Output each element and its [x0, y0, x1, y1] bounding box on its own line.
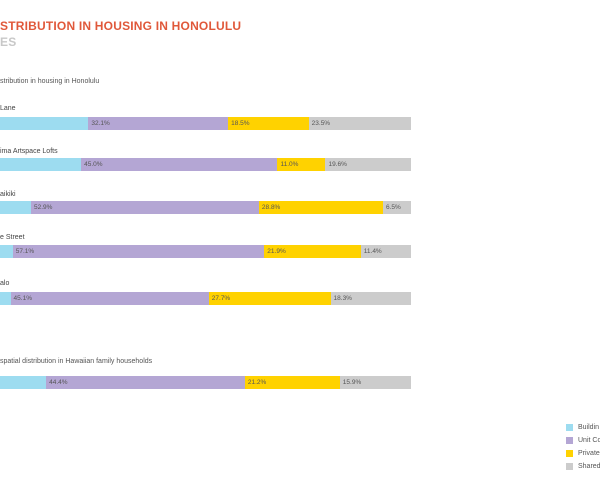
bar-segment: [0, 376, 47, 389]
data-label: 23.5%: [311, 120, 331, 127]
data-label: 11.0%: [280, 161, 299, 168]
row-label: alo: [0, 280, 10, 287]
data-label: 18.5%: [231, 120, 250, 127]
data-label: 28.8%: [261, 204, 281, 211]
data-label: 32.1%: [91, 120, 110, 127]
legend-item: Buildin: [566, 421, 600, 434]
bar-segment: 45.0%: [81, 158, 278, 171]
row-label: ima Artspace Lofts: [0, 148, 58, 155]
bar-segment: 11.4%: [360, 245, 411, 258]
data-label: 11.4%: [363, 248, 382, 255]
stacked-bar: 57.1% 21.9% 11.4%: [0, 245, 411, 258]
bar-segment: 6.5%: [382, 201, 411, 214]
stacked-bar: 32.1% 18.5% 23.5%: [0, 117, 411, 130]
chart-subtitle: ES: [0, 35, 17, 49]
bar-segment: [0, 245, 13, 258]
legend-item: Shared: [566, 460, 600, 473]
data-label: 52.9%: [34, 204, 53, 211]
section-label: stribution in housing in Honolulu: [0, 78, 100, 85]
bar-segment: 21.9%: [264, 245, 361, 258]
bar-segment: 27.7%: [208, 292, 331, 305]
legend-swatch: [566, 424, 573, 431]
section-label: spatial distribution in Hawaiian family …: [0, 358, 153, 365]
row-label: e Street: [0, 234, 25, 241]
legend-item: Unit Co: [566, 434, 600, 447]
data-label: 6.5%: [385, 204, 401, 211]
stacked-bar: 52.9% 28.8% 6.5%: [0, 201, 411, 214]
bar-segment: 11.0%: [277, 158, 326, 171]
data-label: 57.1%: [15, 248, 35, 255]
stacked-bar: 44.4% 21.2% 15.9%: [0, 376, 411, 389]
bar-segment: 44.4%: [46, 376, 245, 389]
bar-segment: 32.1%: [88, 117, 229, 130]
data-label: 45.0%: [84, 161, 103, 168]
bar-segment: 45.1%: [10, 292, 209, 305]
bar-segment: [0, 117, 89, 130]
legend-item: Private: [566, 447, 600, 460]
legend-label: Private: [578, 450, 600, 457]
data-label: 19.6%: [328, 161, 347, 168]
stacked-bar: 45.0% 11.0% 19.6%: [0, 158, 411, 171]
bar-segment: 57.1%: [12, 245, 265, 258]
bar-segment: 19.6%: [325, 158, 411, 171]
legend-label: Unit Co: [578, 437, 600, 444]
chart-legend: Buildin Unit Co Private Shared: [566, 421, 600, 473]
bar-segment: 15.9%: [339, 376, 411, 389]
data-label: 27.7%: [211, 295, 231, 302]
bar-segment: 28.8%: [258, 201, 383, 214]
data-label: 45.1%: [13, 295, 32, 302]
stacked-bar: 45.1% 27.7% 18.3%: [0, 292, 411, 305]
bar-segment: 21.2%: [244, 376, 340, 389]
data-label: 15.9%: [342, 379, 362, 386]
bar-segment: 52.9%: [31, 201, 259, 214]
bar-segment: [0, 292, 11, 305]
legend-label: Buildin: [578, 424, 600, 431]
data-label: 21.9%: [267, 248, 286, 255]
data-label: 18.3%: [333, 295, 352, 302]
bar-segment: [0, 201, 32, 214]
legend-swatch: [566, 437, 573, 444]
legend-swatch: [566, 450, 573, 457]
row-label: aikiki: [0, 191, 16, 198]
chart-title: STRIBUTION IN HOUSING IN HONOLULU: [0, 19, 242, 33]
legend-swatch: [566, 463, 573, 470]
data-label: 44.4%: [49, 379, 68, 386]
data-label: 21.2%: [247, 379, 267, 386]
bar-segment: 18.5%: [228, 117, 309, 130]
legend-label: Shared: [578, 463, 600, 470]
row-label: Lane: [0, 105, 16, 112]
bar-segment: 18.3%: [330, 292, 411, 305]
bar-segment: [0, 158, 82, 171]
bar-segment: 23.5%: [308, 117, 411, 130]
